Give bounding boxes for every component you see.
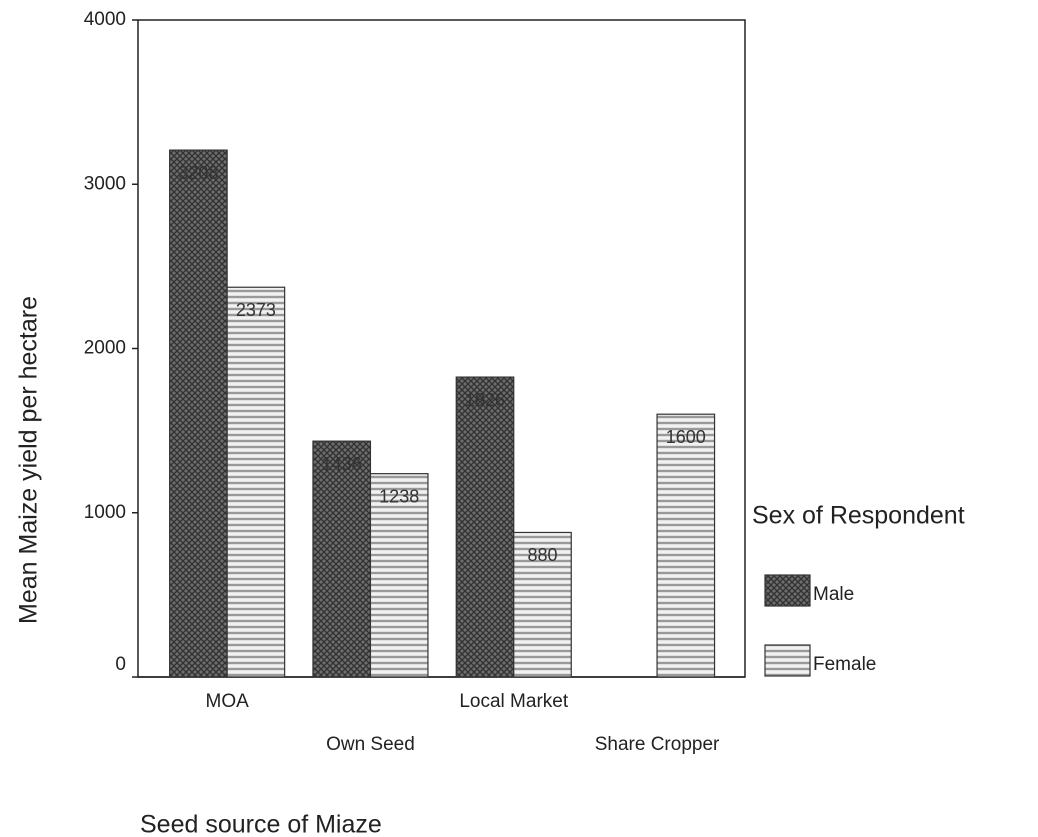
legend-swatch — [764, 574, 811, 607]
y-tick-label: 4000 — [84, 9, 126, 30]
x-tick-label: Local Market — [459, 691, 568, 712]
y-tick-label: 1000 — [84, 502, 126, 523]
value-label: 3208 — [178, 163, 218, 183]
y-axis-title: Mean Maize yield per hectare — [15, 296, 43, 624]
x-tick-label: MOA — [206, 691, 250, 712]
legend-label: Male — [813, 584, 854, 605]
value-label: 1436 — [322, 454, 362, 474]
bar — [369, 473, 429, 678]
legend-label: Female — [813, 654, 876, 675]
y-tick-label: 0 — [115, 654, 126, 675]
value-label: 2373 — [236, 300, 276, 320]
bar — [656, 413, 716, 678]
value-label: 1826 — [465, 390, 505, 410]
x-tick-label: Own Seed — [326, 734, 415, 755]
x-axis-title: Seed source of Miaze — [140, 811, 382, 837]
bar — [226, 286, 286, 678]
bar — [312, 440, 372, 678]
y-tick-label: 2000 — [84, 338, 126, 359]
value-label: 1600 — [666, 427, 706, 447]
value-label: 880 — [527, 545, 557, 565]
x-tick-label: Share Cropper — [595, 734, 720, 755]
legend-swatch — [764, 644, 811, 677]
bar — [169, 149, 228, 678]
bar — [513, 531, 572, 678]
value-label: 1238 — [379, 486, 419, 506]
y-tick-label: 3000 — [84, 173, 126, 194]
legend-title: Sex of Respondent — [752, 502, 965, 530]
bar — [455, 376, 515, 678]
